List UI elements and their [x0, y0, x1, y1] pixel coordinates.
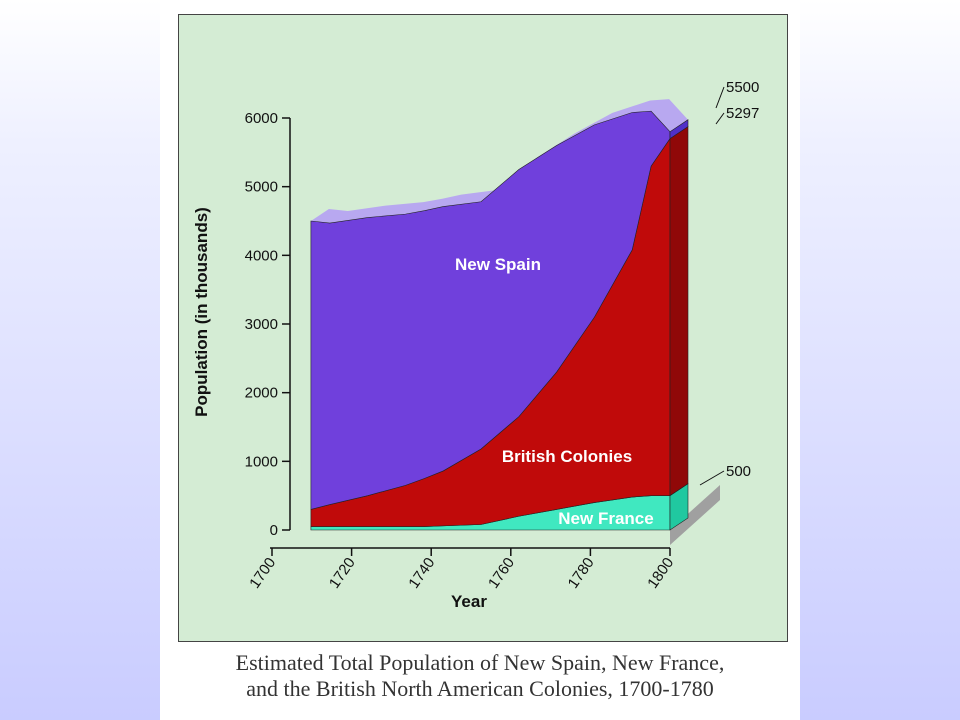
- chart-floor: [670, 485, 720, 545]
- figure-caption: Estimated Total Population of New Spain,…: [160, 650, 800, 702]
- y-axis: 0 1000 2000 3000 4000 5000 6000: [245, 110, 291, 539]
- caption-line-1: Estimated Total Population of New Spain,…: [235, 650, 725, 675]
- y-tick-label: 2000: [245, 385, 278, 402]
- callout-leader: [699, 470, 725, 486]
- y-tick-label: 3000: [245, 316, 278, 333]
- y-axis-title: Population (in thousands): [192, 207, 211, 417]
- area-side-british-colonies: [669, 126, 689, 497]
- y-tick-label: 0: [270, 522, 278, 539]
- region-labels: New Spain British Colonies New France: [455, 255, 654, 528]
- y-tick-label: 1000: [245, 453, 278, 470]
- y-tick-label: 5000: [245, 179, 278, 196]
- x-tick-label: 1720: [326, 555, 359, 592]
- x-tick-label: 1740: [405, 555, 438, 592]
- label-new-spain: New Spain: [455, 255, 541, 274]
- floor-side: [670, 485, 720, 545]
- callouts: 5500 5297 500: [699, 79, 759, 486]
- callout-value: 5297: [726, 105, 759, 122]
- x-tick-label: 1780: [565, 555, 598, 592]
- x-tick-label: 1760: [485, 555, 518, 592]
- caption-line-2: and the British North American Colonies,…: [246, 676, 714, 701]
- callout-leader: [715, 86, 725, 109]
- label-new-france: New France: [558, 509, 653, 528]
- y-tick-label: 4000: [245, 247, 278, 264]
- chart-areas: [310, 99, 689, 531]
- y-tick-label: 6000: [245, 110, 278, 127]
- x-tick-label: 1800: [644, 555, 677, 592]
- label-british-colonies: British Colonies: [502, 447, 632, 466]
- x-tick-label: 1700: [246, 555, 279, 592]
- x-axis-title: Year: [451, 592, 487, 611]
- area-side-new-spain: [669, 119, 689, 140]
- callout-value: 5500: [726, 79, 759, 96]
- x-axis: 1700 1720 1740 1760 1780 1800: [246, 547, 677, 592]
- callout-leader: [715, 112, 725, 125]
- callout-value: 500: [726, 463, 751, 480]
